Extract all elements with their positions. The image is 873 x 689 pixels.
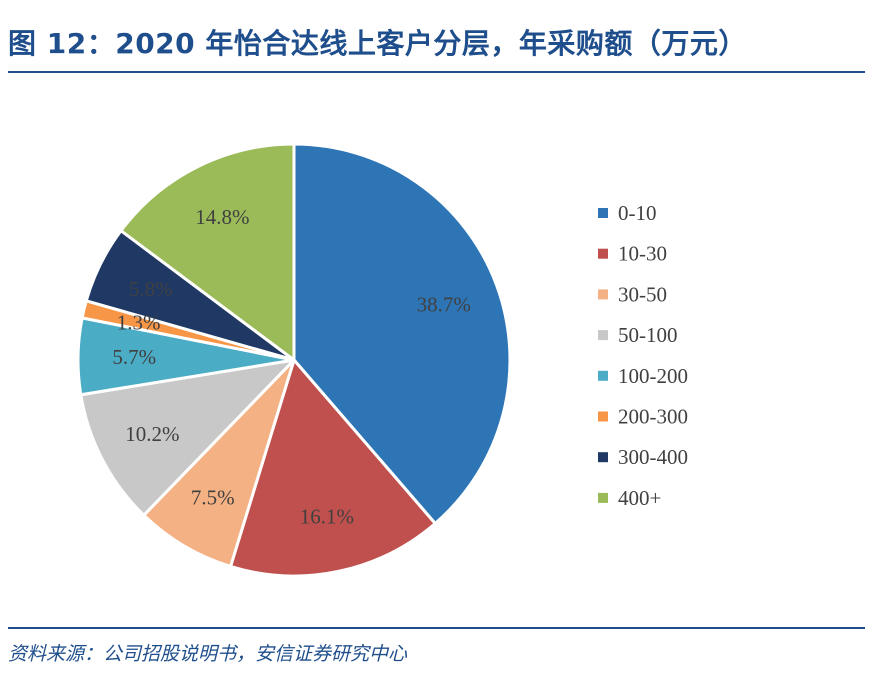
legend-swatch-100-200 xyxy=(598,370,608,381)
pie-slice-0-10 xyxy=(292,142,512,525)
legend-label-30-50: 30-50 xyxy=(618,282,667,306)
legend-swatch-50-100 xyxy=(598,330,608,341)
pie-slices xyxy=(76,142,512,578)
pie-slice-10-30 xyxy=(229,358,437,578)
legend-swatch-30-50 xyxy=(598,289,608,300)
data-label-50-100: 10.2% xyxy=(125,422,179,446)
source-note: 资料来源：公司招股说明书，安信证券研究中心 xyxy=(8,643,408,665)
legend-label-100-200: 100-200 xyxy=(618,364,688,388)
pie-chart: 38.7% 16.1% 7.5% 10.2% 5.7% 1.3% 5.8% 14.8% 0-1… xyxy=(76,142,688,578)
legend-label-10-30: 10-30 xyxy=(618,242,667,266)
pie-slice-30-50 xyxy=(142,358,296,568)
legend-swatch-10-30 xyxy=(598,248,608,259)
legend-label-300-400: 300-400 xyxy=(618,445,688,469)
data-label-200-300: 1.3% xyxy=(117,311,161,335)
legend-swatch-300-400 xyxy=(598,452,608,463)
legend-swatch-200-300 xyxy=(598,411,608,422)
legend-label-50-100: 50-100 xyxy=(618,323,678,347)
data-label-400+: 14.8% xyxy=(195,205,249,229)
footer-divider xyxy=(8,627,865,629)
data-label-10-30: 16.1% xyxy=(300,504,354,528)
data-label-100-200: 5.7% xyxy=(112,345,156,369)
data-label-300-400: 5.8% xyxy=(129,277,173,301)
pie-slice-400+ xyxy=(119,142,296,362)
pie-slice-50-100 xyxy=(79,358,296,517)
data-label-30-50: 7.5% xyxy=(191,486,235,510)
legend-label-400+: 400+ xyxy=(618,486,661,510)
chart-legend: 0-10 10-30 30-50 50-100 100-200 200-300 300-40… xyxy=(598,201,688,510)
title-divider xyxy=(8,71,865,73)
legend-swatch-0-10 xyxy=(598,208,608,218)
data-label-0-10: 38.7% xyxy=(417,292,471,316)
pie-data-labels: 38.7% 16.1% 7.5% 10.2% 5.7% 1.3% 5.8% 14.8% xyxy=(112,205,471,528)
legend-label-0-10: 0-10 xyxy=(618,201,657,225)
legend-label-200-300: 200-300 xyxy=(618,405,688,429)
legend-swatch-400+ xyxy=(598,492,608,503)
figure-title: 图 12：2020 年怡合达线上客户分层，年采购额（万元） xyxy=(8,27,747,60)
